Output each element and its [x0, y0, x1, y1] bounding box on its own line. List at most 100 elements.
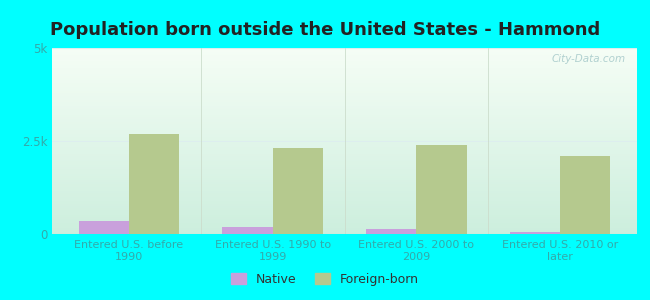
Bar: [52, 161, 637, 163]
Bar: [52, 188, 637, 189]
Bar: [52, 110, 637, 111]
Bar: [52, 117, 637, 119]
Bar: [52, 98, 637, 100]
Bar: [52, 156, 637, 158]
Bar: [52, 180, 637, 182]
Bar: [52, 208, 637, 210]
Bar: [52, 111, 637, 113]
Bar: [52, 50, 637, 52]
Bar: [52, 200, 637, 202]
Bar: [52, 150, 637, 152]
Bar: [52, 172, 637, 175]
Bar: [52, 160, 637, 161]
Bar: [52, 100, 637, 102]
Bar: [52, 61, 637, 63]
Bar: [222, 226, 272, 234]
Bar: [52, 119, 637, 121]
Bar: [366, 229, 417, 234]
Bar: [52, 232, 637, 234]
Bar: [52, 48, 637, 50]
Bar: [52, 191, 637, 193]
Bar: [52, 176, 637, 178]
Bar: [52, 106, 637, 107]
Bar: [52, 113, 637, 115]
Bar: [560, 156, 610, 234]
Bar: [52, 206, 637, 208]
Bar: [52, 52, 637, 54]
Bar: [52, 182, 637, 184]
Bar: [52, 210, 637, 212]
Bar: [52, 57, 637, 59]
Bar: [52, 132, 637, 134]
Bar: [52, 80, 637, 82]
Bar: [510, 232, 560, 234]
Bar: [52, 221, 637, 223]
Bar: [52, 72, 637, 74]
Bar: [52, 115, 637, 117]
Bar: [52, 219, 637, 221]
Bar: [52, 230, 637, 232]
Bar: [52, 83, 637, 85]
Bar: [52, 137, 637, 139]
Bar: [52, 94, 637, 96]
Bar: [52, 165, 637, 167]
Bar: [52, 134, 637, 135]
Bar: [52, 89, 637, 91]
Bar: [52, 102, 637, 104]
Bar: [52, 223, 637, 225]
Bar: [52, 143, 637, 145]
Bar: [52, 189, 637, 191]
Bar: [52, 126, 637, 128]
Bar: [52, 152, 637, 154]
Bar: [129, 134, 179, 234]
Bar: [52, 107, 637, 110]
Bar: [52, 163, 637, 165]
Bar: [52, 147, 637, 148]
Bar: [52, 121, 637, 122]
Bar: [52, 178, 637, 180]
Bar: [52, 217, 637, 219]
Bar: [52, 74, 637, 76]
Bar: [52, 67, 637, 68]
Bar: [52, 82, 637, 83]
Bar: [52, 139, 637, 141]
Bar: [52, 65, 637, 67]
Bar: [52, 54, 637, 56]
Bar: [52, 145, 637, 147]
Bar: [52, 212, 637, 214]
Bar: [52, 124, 637, 126]
Bar: [52, 214, 637, 215]
Bar: [79, 221, 129, 234]
Bar: [52, 76, 637, 78]
Bar: [52, 68, 637, 70]
Bar: [52, 204, 637, 206]
Bar: [52, 78, 637, 80]
Bar: [52, 70, 637, 72]
Bar: [52, 122, 637, 124]
Bar: [52, 167, 637, 169]
Bar: [52, 56, 637, 57]
Text: City-Data.com: City-Data.com: [551, 54, 625, 64]
Bar: [52, 130, 637, 132]
Bar: [52, 148, 637, 150]
Bar: [52, 175, 637, 176]
Bar: [52, 186, 637, 188]
Bar: [52, 63, 637, 65]
Bar: [52, 199, 637, 200]
Bar: [52, 141, 637, 143]
Bar: [52, 171, 637, 172]
Legend: Native, Foreign-born: Native, Foreign-born: [226, 268, 424, 291]
Bar: [52, 104, 637, 106]
Bar: [417, 145, 467, 234]
Bar: [52, 202, 637, 204]
Bar: [52, 96, 637, 98]
Bar: [52, 154, 637, 156]
Text: Population born outside the United States - Hammond: Population born outside the United State…: [50, 21, 600, 39]
Bar: [52, 158, 637, 160]
Bar: [52, 135, 637, 137]
Bar: [52, 215, 637, 217]
Bar: [52, 225, 637, 226]
Bar: [52, 169, 637, 171]
Bar: [52, 184, 637, 186]
Bar: [52, 128, 637, 130]
